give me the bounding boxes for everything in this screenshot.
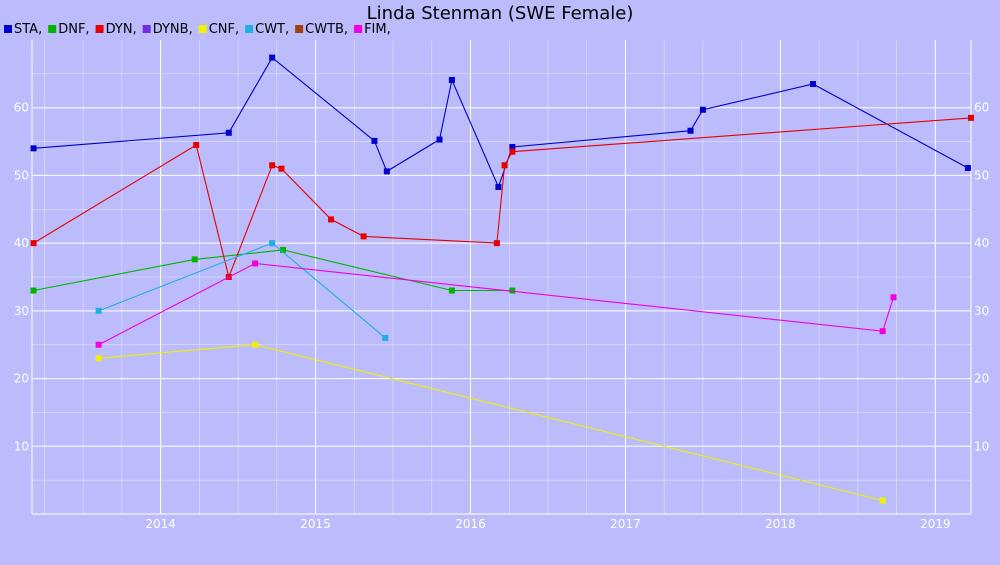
series-cwt [95, 240, 389, 341]
y-tick-label-left: 50 [14, 168, 29, 182]
data-point [501, 162, 508, 169]
data-point [879, 328, 886, 335]
data-point [95, 307, 102, 314]
legend-label: DYNB, [153, 22, 193, 37]
data-point [382, 334, 389, 341]
y-tick-label-left: 10 [14, 439, 29, 453]
y-tick-label-right: 20 [974, 372, 989, 386]
data-point [360, 233, 367, 240]
data-point [699, 106, 706, 113]
data-point [968, 114, 974, 121]
legend-label: CWTB, [305, 22, 348, 37]
data-point [30, 145, 37, 152]
x-tick-label: 2014 [145, 517, 176, 531]
series-dnf [30, 246, 516, 294]
x-tick-label: 2018 [765, 517, 796, 531]
series-fim [95, 260, 897, 348]
data-point [269, 162, 276, 169]
data-point [328, 216, 335, 223]
legend-label: DYN, [106, 22, 137, 37]
grid [32, 40, 971, 514]
data-point [890, 294, 897, 301]
y-tick-label-left: 40 [14, 236, 29, 250]
legend-label: FIM, [364, 22, 391, 37]
y-tick-label-right: 10 [974, 439, 989, 453]
series-group [30, 54, 974, 504]
x-tick-label: 2016 [455, 517, 486, 531]
data-point [687, 127, 694, 134]
legend-swatch [142, 25, 151, 33]
data-point [252, 341, 259, 348]
y-tick-label-right: 40 [974, 236, 989, 250]
y-tick-label-right: 50 [974, 168, 989, 182]
series-line [98, 262, 895, 346]
y-tick-label-right: 60 [974, 101, 989, 115]
legend-swatch [354, 25, 363, 33]
legend-swatch [48, 25, 57, 33]
data-point [809, 81, 816, 88]
x-tick-label: 2015 [300, 517, 331, 531]
legend-label: CNF, [209, 22, 239, 37]
data-point [436, 136, 443, 143]
series-cnf [95, 341, 886, 504]
y-tick-label-left: 60 [14, 101, 29, 115]
data-point [269, 240, 276, 247]
legend-swatch [245, 25, 254, 33]
legend-label: CWT, [255, 22, 289, 37]
series-dyn [30, 114, 974, 280]
legend: STA, DNF, DYN, DYNB, CNF, CWT, CWTB, FIM, [4, 22, 391, 37]
data-point [879, 497, 886, 504]
data-point [509, 143, 516, 150]
data-point [495, 183, 502, 190]
data-point [383, 168, 390, 175]
data-point [371, 137, 378, 144]
data-point [964, 164, 971, 171]
data-point [509, 287, 516, 294]
data-point [278, 165, 285, 172]
y-tick-label-right: 30 [974, 304, 989, 318]
data-point [30, 287, 37, 294]
x-tick-label: 2017 [610, 517, 641, 531]
legend-swatch [95, 25, 104, 33]
data-point [493, 240, 500, 247]
axes: 10 10 20 20 30 30 40 40 50 50 60 60 2014 2015 2016 2017… [14, 40, 989, 531]
data-point [95, 355, 102, 362]
data-point [252, 260, 259, 267]
data-point [191, 256, 198, 263]
legend-swatch [295, 25, 304, 33]
data-point [95, 341, 102, 348]
y-tick-label-left: 20 [14, 372, 29, 386]
legend-swatch [198, 25, 207, 33]
chart-title: Linda Stenman (SWE Female) [367, 3, 634, 24]
data-point [448, 287, 455, 294]
legend-swatch [4, 25, 12, 33]
data-point [30, 240, 37, 247]
data-point [269, 54, 276, 61]
data-point [280, 246, 287, 253]
series-sta [30, 54, 971, 190]
legend-label: STA, [14, 22, 42, 37]
x-tick-label: 2019 [920, 517, 951, 531]
data-point [225, 129, 232, 136]
data-point [448, 76, 455, 83]
data-point [193, 141, 200, 148]
y-tick-label-left: 30 [14, 304, 29, 318]
legend-label: DNF, [58, 22, 89, 37]
data-point [509, 148, 516, 155]
